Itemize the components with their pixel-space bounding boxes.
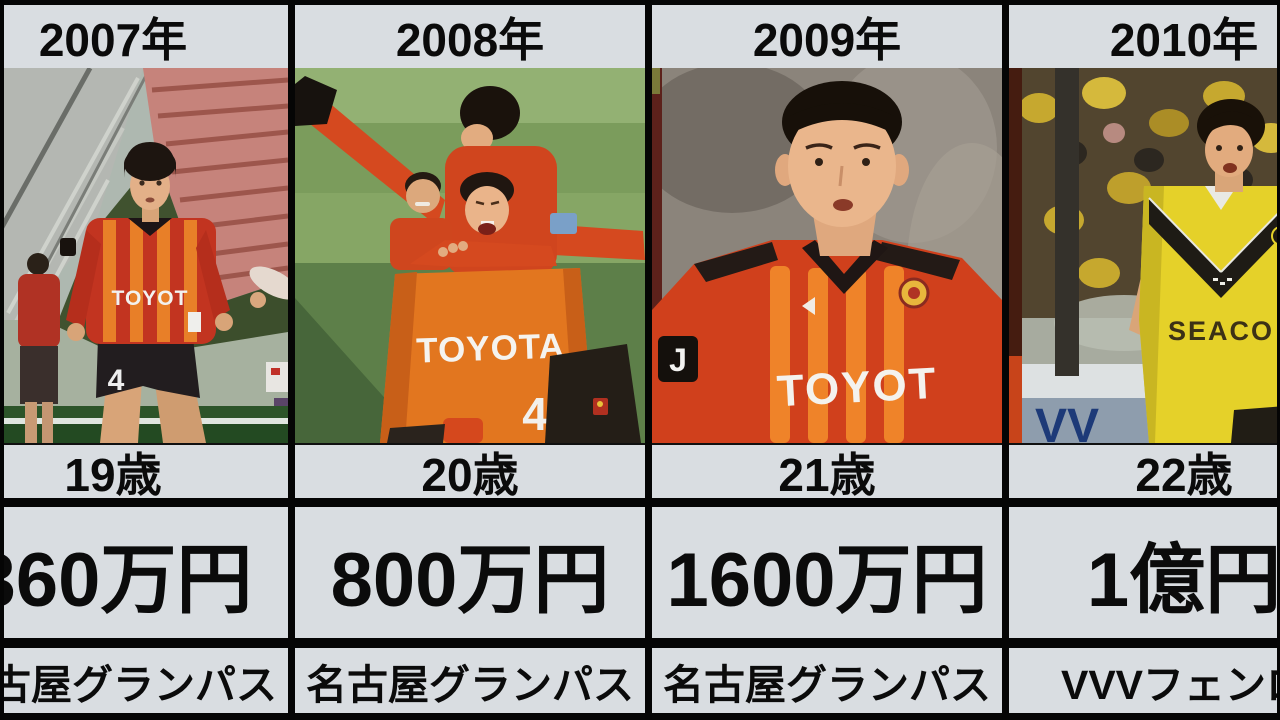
- year-label: 2009年: [652, 5, 1002, 68]
- column-divider: [645, 0, 652, 720]
- board-text: VV: [1035, 400, 1099, 443]
- year-label: 2007年: [0, 5, 288, 68]
- jersey-sponsor-text: TOYOT: [112, 287, 189, 310]
- background-player: [18, 253, 60, 443]
- column-2009: 2009年: [652, 0, 1002, 720]
- row-divider: [652, 498, 1002, 507]
- column-divider: [1002, 0, 1009, 720]
- salary-value: 1600万円: [652, 507, 1002, 638]
- photo-2009-illustration: J TOYOT 4: [652, 68, 1002, 443]
- jersey-sponsor-text: SEACO: [1168, 316, 1274, 346]
- shorts-number: 4: [108, 364, 125, 397]
- player-photo-2009: J TOYOT 4: [652, 68, 1002, 443]
- photo-2007-illustration: 4 TOYOT: [0, 68, 288, 443]
- row-divider: [652, 638, 1002, 648]
- jersey-number: 4: [856, 434, 885, 443]
- frame-border-right: [1277, 0, 1280, 720]
- row-divider: [1009, 638, 1280, 648]
- salary-value: 800万円: [295, 507, 645, 638]
- jersey-sponsor-text: TOYOT: [776, 359, 939, 416]
- row-divider: [295, 638, 645, 648]
- club-name: 名古屋グランパス: [295, 648, 645, 713]
- year-label: 2008年: [295, 5, 645, 68]
- salary-value: 360万円: [0, 507, 288, 638]
- club-name: VVVフェンロ: [1009, 648, 1280, 713]
- column-divider: [288, 0, 295, 720]
- club-name: 名古屋グランパス: [0, 648, 288, 713]
- age-label: 20歳: [295, 443, 645, 498]
- row-divider: [295, 498, 645, 507]
- frame-border-left: [0, 0, 4, 720]
- jersey-number: 4: [522, 388, 548, 440]
- photo-2010-illustration: VV: [1009, 68, 1280, 443]
- main-player: 4 TOYOT: [60, 142, 233, 443]
- player-in-yellow: SEACO: [1129, 99, 1280, 443]
- age-label: 22歳: [1009, 443, 1280, 498]
- age-label: 19歳: [0, 443, 288, 498]
- year-label: 2010年: [1009, 5, 1280, 68]
- column-2007: 2007年: [0, 0, 288, 720]
- row-divider: [1009, 498, 1280, 507]
- celebrating-players: TOYOTA 4: [295, 76, 645, 443]
- player-photo-2010: VV: [1009, 68, 1280, 443]
- age-label: 21歳: [652, 443, 1002, 498]
- salary-value: 1億円: [1009, 507, 1280, 638]
- club-name: 名古屋グランパス: [652, 648, 1002, 713]
- photo-2008-illustration: TOYOTA 4: [295, 68, 645, 443]
- column-2010: 2010年: [1009, 0, 1280, 720]
- player-photo-2007: 4 TOYOT: [0, 68, 288, 443]
- league-badge-text: J: [669, 342, 687, 378]
- player-photo-2008: TOYOTA 4: [295, 68, 645, 443]
- row-divider: [0, 638, 288, 648]
- jersey-sponsor-text: TOYOTA: [416, 326, 566, 370]
- player-closeup: J TOYOT 4: [652, 81, 1002, 443]
- row-divider: [0, 498, 288, 507]
- column-2008: 2008年: [295, 0, 645, 720]
